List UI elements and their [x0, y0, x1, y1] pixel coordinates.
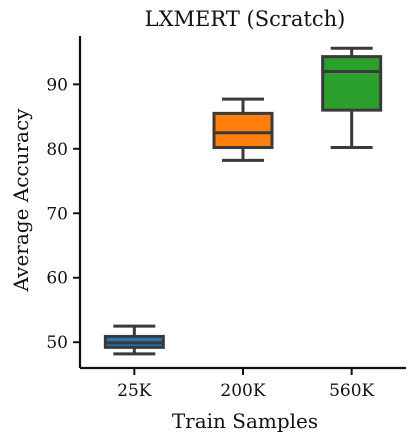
y-tick-label: 70	[46, 204, 68, 224]
y-axis-label: Average Accuracy	[9, 108, 33, 293]
box-560K	[321, 46, 383, 150]
chart-title: LXMERT (Scratch)	[145, 7, 346, 31]
boxes	[103, 46, 383, 356]
x-tick-label: 200K	[220, 381, 265, 401]
x-tick-label: 560K	[329, 381, 374, 401]
x-tick-label: 25K	[117, 381, 152, 401]
box-25K	[103, 324, 165, 356]
box-200K	[212, 97, 274, 162]
y-tick-label: 90	[46, 75, 68, 95]
y-tick-label: 50	[46, 333, 68, 353]
y-tick-label: 60	[46, 269, 68, 289]
axis-ticks: 50 60 70 80 90 25K 200K 560K	[46, 75, 374, 401]
iqr-box	[321, 55, 383, 112]
iqr-box	[212, 111, 274, 150]
x-axis-label: Train Samples	[172, 409, 318, 433]
y-tick-label: 80	[46, 140, 68, 160]
